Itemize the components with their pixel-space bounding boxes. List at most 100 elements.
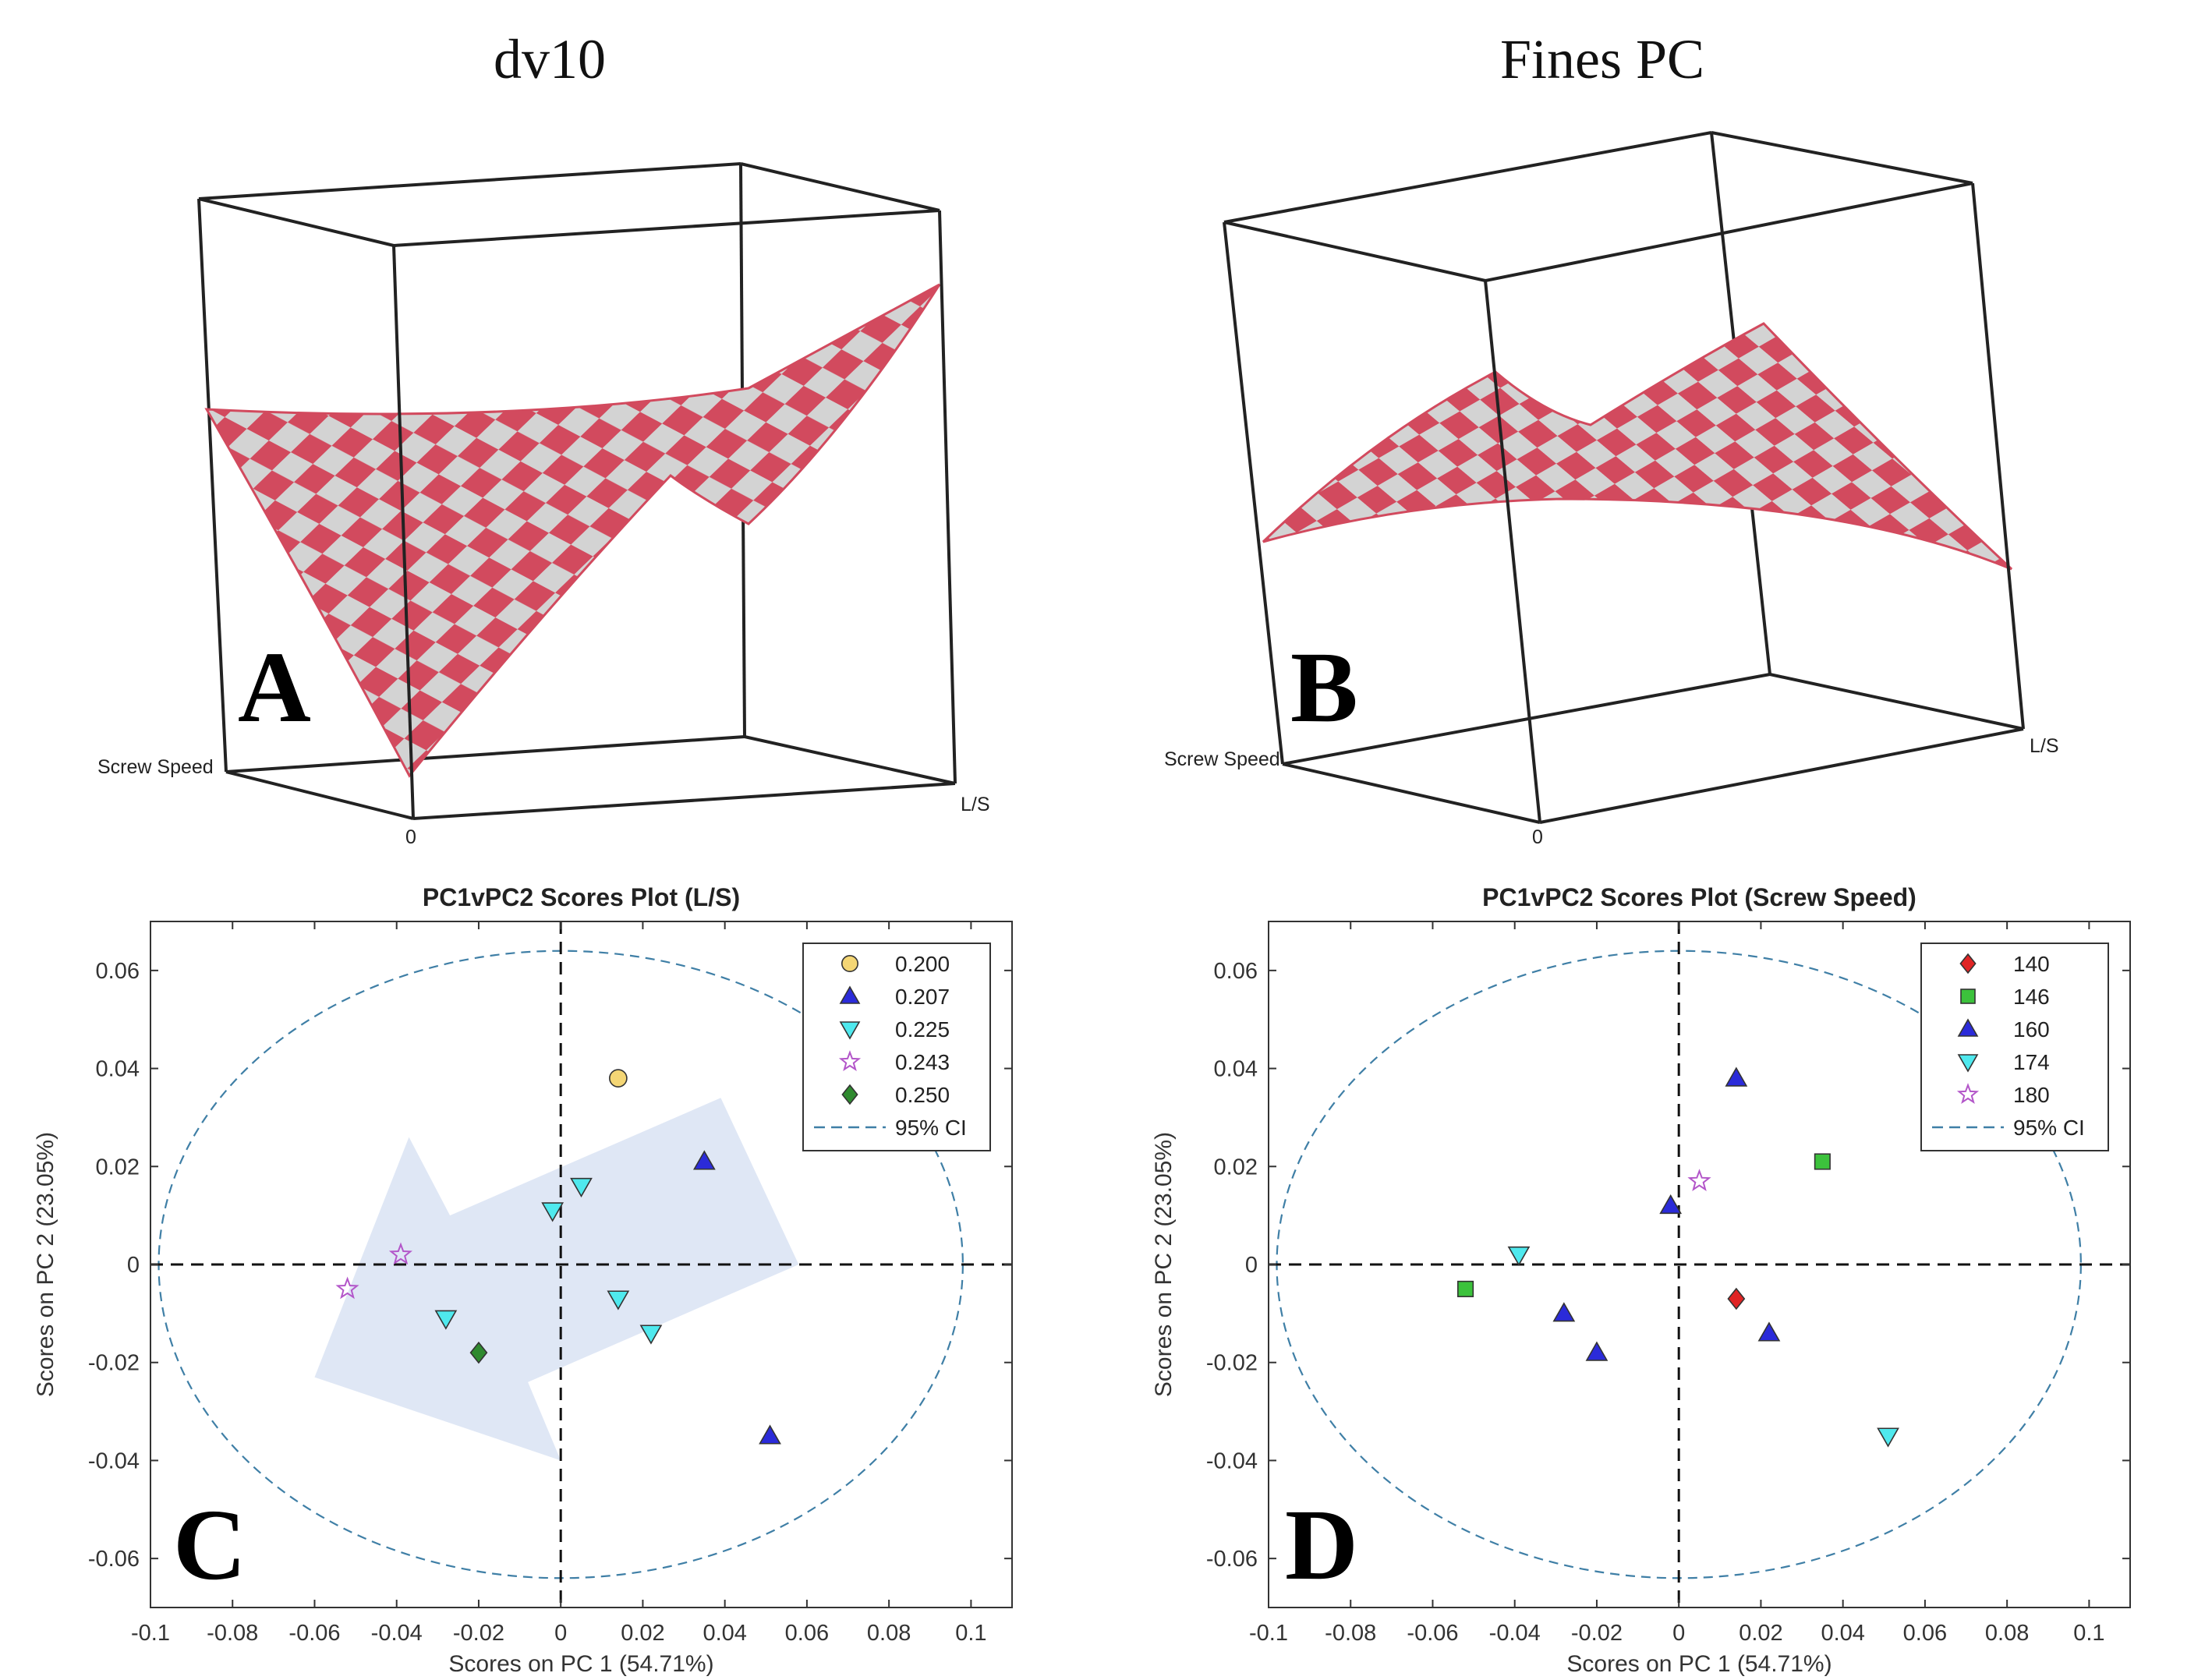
data-point [1757, 1321, 1781, 1342]
axis-label-screw-speed-a: Screw Speed [97, 756, 214, 778]
x-tick-label: -0.1 [1249, 1621, 1288, 1646]
box-b-front [1223, 131, 2025, 824]
x-tick-label: 0 [554, 1621, 567, 1646]
legend-label: 140 [2013, 952, 2050, 976]
panel-b: Fines PC Screw Speed L/S 0 B [1164, 28, 2059, 848]
y-tick-label: -0.06 [1206, 1547, 1258, 1572]
data-point [1552, 1302, 1576, 1322]
panel-d: -0.1 -0.08 -0.06 -0.04 -0.02 0 0.02 0.04 0.06 0.0… [1151, 883, 2131, 1677]
x-tick-label: -0.08 [207, 1621, 258, 1646]
x-tick-label: 0.04 [1821, 1621, 1864, 1646]
legend-label: 0.250 [895, 1083, 950, 1107]
x-tick-label: -0.04 [1489, 1621, 1541, 1646]
x-tick-label: 0.02 [621, 1621, 664, 1646]
data-point [692, 1150, 716, 1170]
data-point [1725, 1066, 1748, 1087]
legend-marker [1960, 989, 1976, 1004]
x-tick-label: -0.1 [131, 1621, 170, 1646]
y-tick-label: -0.02 [1206, 1351, 1258, 1376]
x-tick-label: -0.06 [288, 1621, 340, 1646]
y-tick-label: 0.02 [96, 1155, 140, 1180]
axis-zero-a: 0 [405, 826, 416, 848]
data-point [570, 1177, 593, 1198]
legend-marker [1956, 1083, 1980, 1105]
data-point [1457, 1280, 1474, 1297]
legend-marker [839, 1021, 861, 1040]
y-tick-label: -0.04 [88, 1448, 140, 1473]
legend-marker [839, 985, 861, 1004]
legend-marker [1957, 1018, 1979, 1037]
axis-zero-b: 0 [1532, 826, 1543, 848]
y-tick-label: 0.06 [96, 959, 140, 984]
data-point [388, 1242, 412, 1265]
legend-label: 0.243 [895, 1050, 950, 1074]
x-tick-label: 0.08 [867, 1621, 911, 1646]
y-tick-label: 0.02 [1214, 1155, 1258, 1180]
trend-arrow [314, 1098, 799, 1461]
legend-label: 160 [2013, 1017, 2050, 1042]
scores-plot-screw-speed: -0.1 -0.08 -0.06 -0.04 -0.02 0 0.02 0.04 0.06 0.0… [1151, 883, 2131, 1677]
x-tick-label: 0.1 [2073, 1621, 2104, 1646]
x-axis-label: Scores on PC 1 (54.71%) [1566, 1651, 1832, 1677]
data-point [1687, 1169, 1711, 1192]
panel-letter-a: A [238, 631, 311, 744]
surface-a [204, 283, 941, 778]
box-a-back [197, 162, 746, 773]
legend-marker [841, 955, 859, 973]
data-point [469, 1341, 488, 1364]
legend-box [1920, 943, 2109, 1151]
y-axis-label: Scores on PC 2 (23.05%) [1151, 1132, 1177, 1397]
x-tick-label: 0.06 [1903, 1621, 1947, 1646]
legend-label-ci: 95% CI [895, 1116, 967, 1140]
y-tick-label: -0.06 [88, 1547, 140, 1572]
x-tick-label: -0.04 [371, 1621, 423, 1646]
panel-c: -0.1 -0.08 -0.06 -0.04 -0.02 0 0.02 0.04 0.06 0.0… [33, 883, 1013, 1677]
legend-box [802, 943, 991, 1151]
panel-letter-c: C [173, 1489, 246, 1601]
y-tick-label: 0 [127, 1253, 140, 1278]
axis-label-screw-speed-b: Screw Speed [1164, 748, 1280, 770]
data-point [759, 1424, 781, 1445]
legend-marker [1957, 1054, 1979, 1073]
legend-label: 146 [2013, 985, 2050, 1009]
plot-title: PC1vPC2 Scores Plot (Screw Speed) [1482, 883, 1916, 911]
x-tick-label: 0 [1672, 1621, 1685, 1646]
data-point [1877, 1427, 1899, 1448]
y-tick-label: 0 [1245, 1253, 1258, 1278]
legend-label: 174 [2013, 1050, 2050, 1074]
data-point [335, 1276, 359, 1300]
legend-label: 0.200 [895, 952, 950, 976]
axis-label-ls-a: L/S [961, 794, 990, 815]
x-tick-label: 0.04 [703, 1621, 746, 1646]
data-point [1814, 1153, 1831, 1170]
y-tick-label: -0.04 [1206, 1448, 1258, 1473]
y-tick-label: 0.06 [1214, 959, 1258, 984]
panel-b-title: Fines PC [1500, 28, 1704, 90]
data-point [1659, 1194, 1683, 1215]
panel-letter-b: B [1290, 631, 1358, 744]
axis-label-ls-b: L/S [2030, 735, 2059, 757]
legend-label-ci: 95% CI [2013, 1116, 2085, 1140]
box-a-front [198, 162, 957, 820]
legend-label: 180 [2013, 1083, 2050, 1107]
x-tick-label: -0.02 [453, 1621, 504, 1646]
legend-marker [841, 1084, 858, 1105]
y-tick-label: -0.02 [88, 1351, 140, 1376]
data-point [1507, 1246, 1531, 1267]
legend-marker [838, 1050, 862, 1072]
x-tick-label: 0.02 [1739, 1621, 1782, 1646]
y-axis-label: Scores on PC 2 (23.05%) [33, 1132, 58, 1397]
legend-label: 0.207 [895, 985, 950, 1009]
x-tick-label: -0.08 [1325, 1621, 1376, 1646]
data-point [607, 1290, 630, 1310]
x-tick-label: 0.1 [955, 1621, 986, 1646]
x-tick-label: -0.06 [1407, 1621, 1458, 1646]
scores-plot-ls: -0.1 -0.08 -0.06 -0.04 -0.02 0 0.02 0.04 0.06 0.0… [33, 883, 1013, 1677]
x-tick-label: 0.06 [785, 1621, 829, 1646]
x-tick-label: -0.02 [1571, 1621, 1623, 1646]
panel-letter-d: D [1285, 1489, 1358, 1601]
y-tick-label: 0.04 [1214, 1057, 1258, 1082]
data-point [609, 1069, 628, 1088]
data-point [639, 1325, 663, 1345]
